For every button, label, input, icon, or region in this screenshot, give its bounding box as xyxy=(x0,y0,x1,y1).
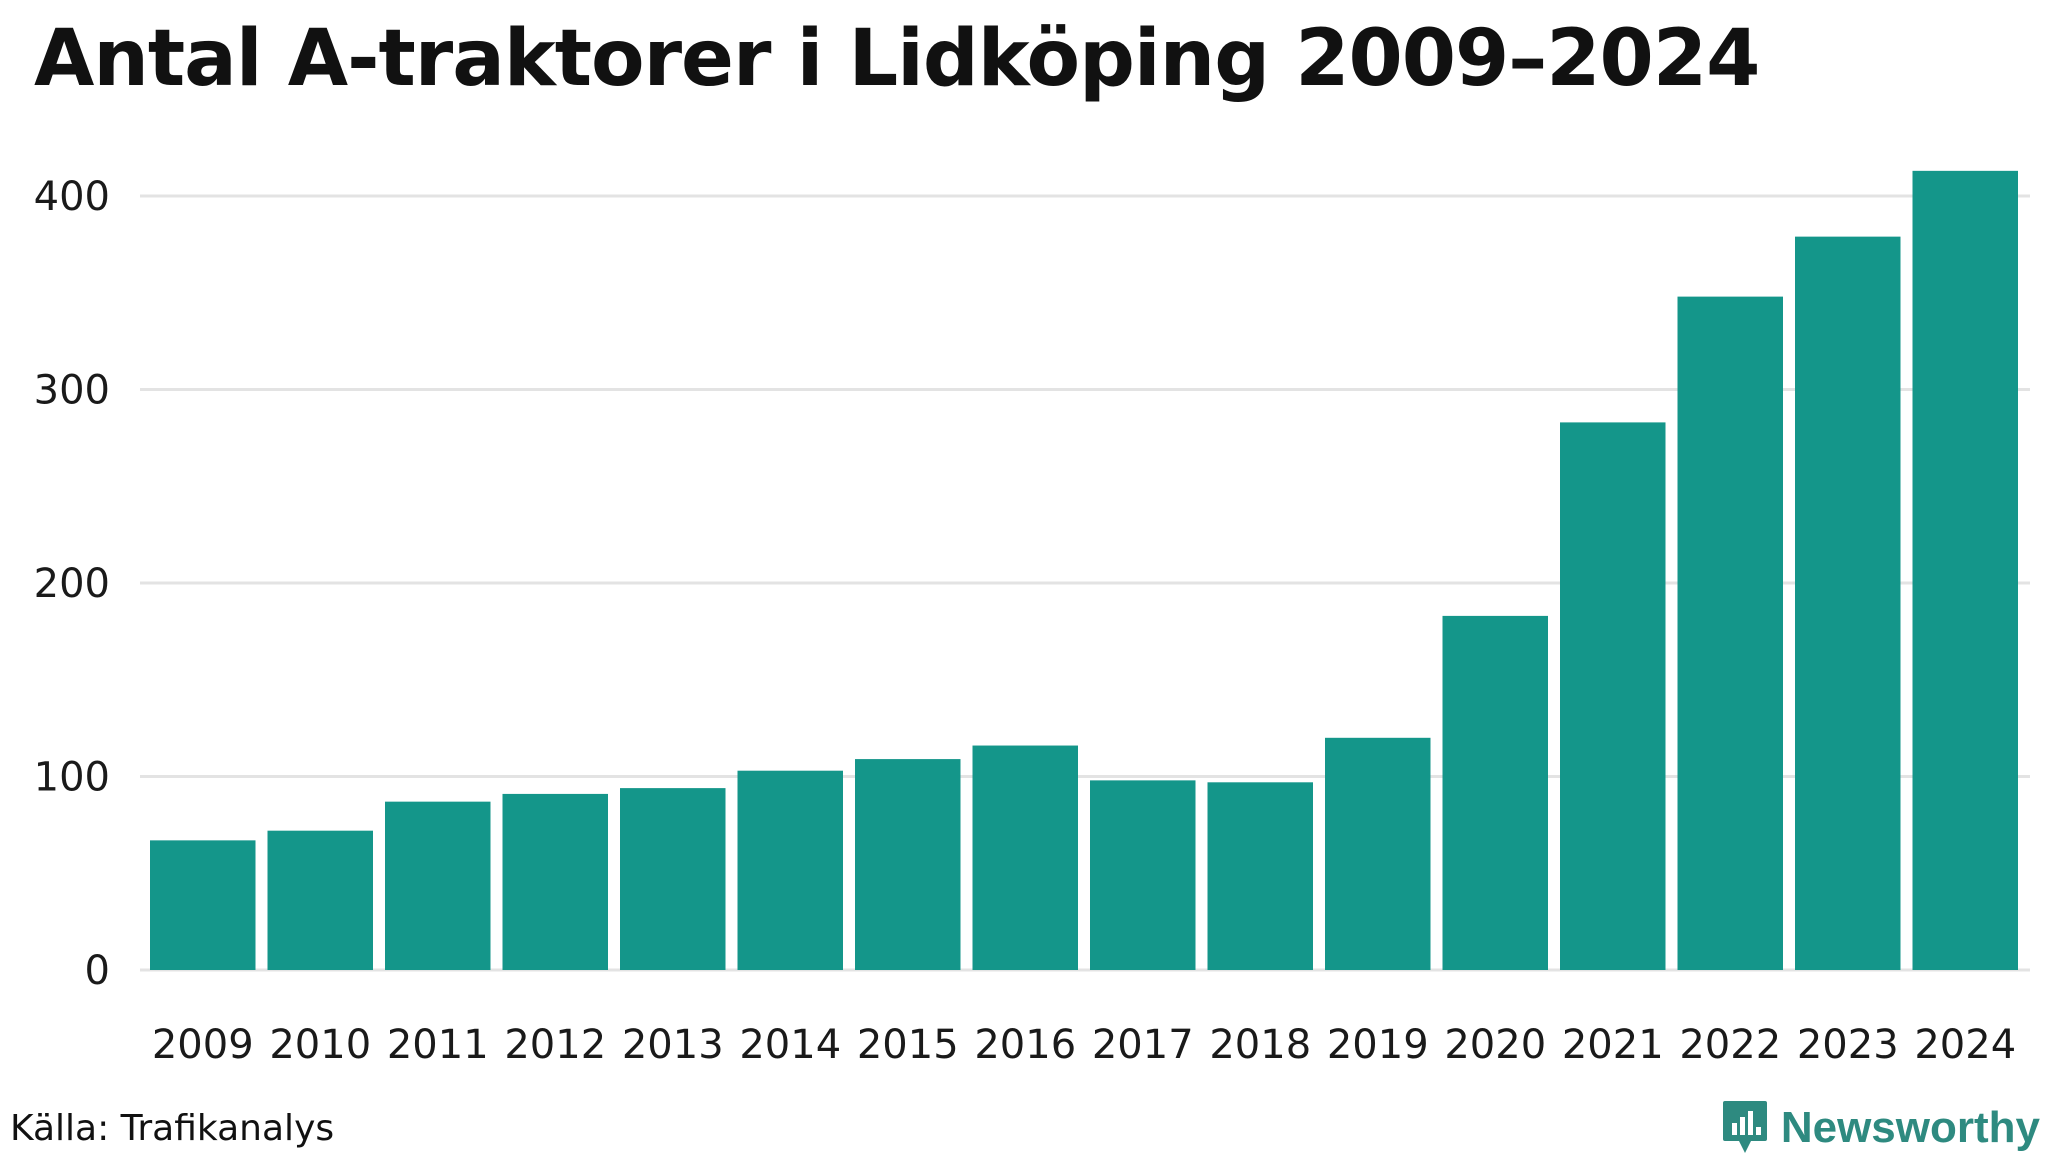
x-tick-label: 2011 xyxy=(387,1022,489,1068)
chart-title: Antal A-traktorer i Lidköping 2009–2024 xyxy=(34,14,1760,104)
x-tick-label: 2014 xyxy=(739,1022,841,1068)
x-tick-label: 2017 xyxy=(1092,1022,1194,1068)
x-tick-label: 2015 xyxy=(857,1022,959,1068)
x-tick-label: 2022 xyxy=(1679,1022,1781,1068)
x-tick-label: 2018 xyxy=(1209,1022,1311,1068)
brand-name: Newsworthy xyxy=(1780,1103,2040,1152)
y-tick-label: 0 xyxy=(85,948,110,994)
newsworthy-logo-icon xyxy=(1722,1101,1767,1153)
bar-2016 xyxy=(972,745,1078,970)
bars xyxy=(150,170,2018,971)
bar-2021 xyxy=(1560,422,1666,970)
x-tick-label: 2019 xyxy=(1327,1022,1429,1068)
y-tick-label: 300 xyxy=(34,368,110,414)
y-tick-label: 400 xyxy=(34,174,110,220)
x-tick-label: 2012 xyxy=(504,1022,606,1068)
bar-2014 xyxy=(737,770,843,970)
bar-2020 xyxy=(1442,615,1548,970)
bar-2024 xyxy=(1912,170,2018,971)
source-note: Källa: Trafikanalys xyxy=(10,1108,335,1149)
bar-2015 xyxy=(855,759,961,970)
brand-logo: Newsworthy xyxy=(1721,1098,2040,1158)
bar-2011 xyxy=(385,801,491,970)
bar-2017 xyxy=(1090,780,1196,970)
x-tick-label: 2024 xyxy=(1914,1022,2016,1068)
bar-2019 xyxy=(1325,737,1431,970)
bar-2010 xyxy=(267,830,373,970)
x-tick-label: 2020 xyxy=(1444,1022,1546,1068)
x-tick-label: 2013 xyxy=(622,1022,724,1068)
bar-2023 xyxy=(1795,236,1901,970)
x-tick-label: 2009 xyxy=(152,1022,254,1068)
y-axis-labels: 0 100 200 300 400 xyxy=(34,174,110,994)
bar-2009 xyxy=(150,840,256,970)
bar-2018 xyxy=(1207,782,1313,970)
x-tick-label: 2010 xyxy=(269,1022,371,1068)
bar-2022 xyxy=(1677,296,1783,970)
x-tick-label: 2021 xyxy=(1562,1022,1664,1068)
x-tick-label: 2023 xyxy=(1797,1022,1899,1068)
x-tick-label: 2016 xyxy=(974,1022,1076,1068)
x-axis-labels: 2009 2010 2011 2012 2013 2014 2015 2016 2017 2018… xyxy=(152,1022,2016,1068)
y-tick-label: 100 xyxy=(34,755,110,801)
y-tick-label: 200 xyxy=(34,561,110,607)
bar-2012 xyxy=(502,793,608,970)
bar-2013 xyxy=(620,788,726,970)
